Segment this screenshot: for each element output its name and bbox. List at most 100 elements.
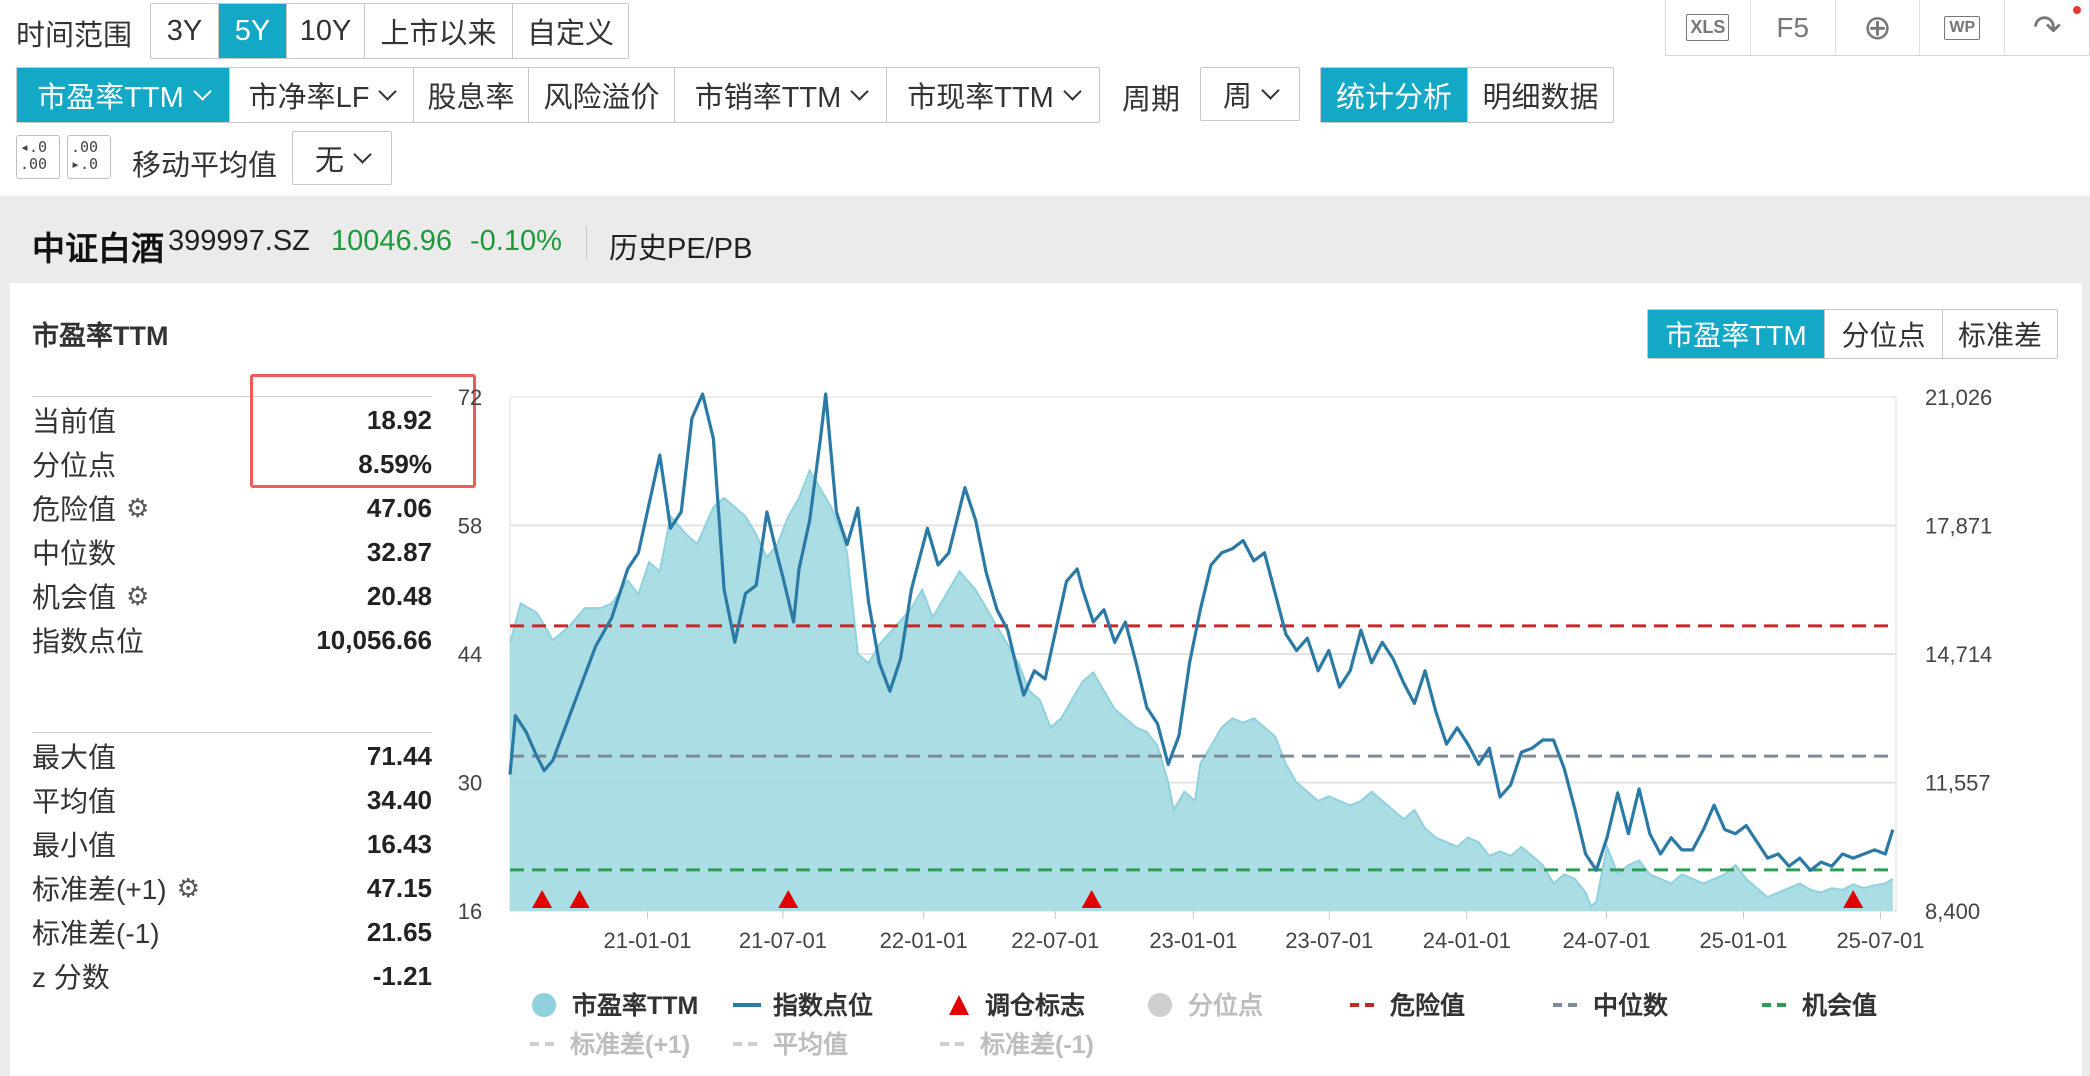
- chart-tab-percentile[interactable]: 分位点: [1825, 310, 1943, 358]
- legend-swatch-pe: [532, 993, 556, 1017]
- stat-row: 平均值 34.40: [32, 780, 432, 820]
- share-icon[interactable]: ↷: [2005, 0, 2089, 55]
- stat-label-text: 最大值: [32, 742, 117, 773]
- history-pe-pb-link[interactable]: 历史PE/PB: [609, 233, 753, 265]
- stat-value: 16.43: [366, 828, 432, 859]
- stat-row: z 分数 -1.21: [32, 956, 432, 996]
- metric-tab-pe-ttm[interactable]: 市盈率TTM: [17, 68, 230, 122]
- panel-title: 市盈率TTM: [32, 321, 169, 351]
- divider: [32, 732, 432, 733]
- left-tick-label: 30: [458, 771, 482, 796]
- x-tick-label: 21-07-01: [739, 928, 827, 953]
- refresh-f5-button[interactable]: F5: [1751, 0, 1836, 55]
- stat-label-text: 标准差(-1): [32, 918, 160, 949]
- rebalance-marker: [1081, 890, 1102, 908]
- tab-statistics[interactable]: 统计分析: [1321, 68, 1468, 122]
- time-range-5y[interactable]: 5Y: [219, 4, 287, 58]
- stat-label-text: 机会值: [32, 582, 117, 613]
- rebalance-marker: [532, 890, 553, 908]
- gear-icon[interactable]: ⚙: [126, 492, 150, 523]
- stat-label: 标准差(+1) ⚙: [32, 868, 200, 908]
- index-name: 中证白酒: [32, 230, 164, 267]
- chart-tabs: 市盈率TTM 分位点 标准差: [1647, 309, 2058, 359]
- moving-average-label: 移动平均值: [132, 150, 278, 182]
- stat-label-text: 当前值: [32, 406, 117, 437]
- rebalance-marker: [778, 890, 799, 908]
- x-tick-label: 24-01-01: [1423, 928, 1511, 953]
- gear-icon[interactable]: ⚙: [176, 872, 200, 903]
- stat-value: 21.65: [366, 916, 432, 947]
- tab-detail-data[interactable]: 明细数据: [1482, 82, 1599, 114]
- left-tick-label: 72: [458, 385, 482, 410]
- stat-row: 标准差(+1) ⚙ 47.15: [32, 868, 432, 908]
- stat-label-text: 危险值: [32, 494, 117, 525]
- stat-label: 分位点: [32, 444, 116, 484]
- chart-tab-pe-ttm[interactable]: 市盈率TTM: [1648, 310, 1825, 358]
- rebalance-marker: [1843, 890, 1864, 908]
- export-wp-icon[interactable]: WP: [1920, 0, 2006, 55]
- highlight-box: [250, 374, 476, 488]
- right-tick-label: 17,871: [1925, 514, 1992, 539]
- gear-icon[interactable]: ⚙: [126, 580, 150, 611]
- stat-row: 当前值 18.92: [32, 400, 432, 440]
- stat-label-text: 标准差(+1): [32, 874, 167, 905]
- stat-label: 平均值: [32, 780, 116, 820]
- stat-row: 最小值 16.43: [32, 824, 432, 864]
- metric-tab-pcf-ttm[interactable]: 市现率TTM: [887, 68, 1099, 122]
- stat-label-text: 最小值: [32, 830, 117, 861]
- stat-row: 危险值 ⚙ 47.06: [32, 488, 432, 528]
- chart-tab-stddev[interactable]: 标准差: [1957, 320, 2042, 351]
- metric-tab-ps-ttm[interactable]: 市销率TTM: [675, 68, 887, 122]
- stat-label-text: z 分数: [32, 962, 110, 993]
- export-xls-icon[interactable]: XLS: [1666, 0, 1751, 55]
- index-line: [508, 392, 1895, 872]
- legend-label-sd_minus: 标准差(-1): [980, 1030, 1094, 1059]
- legend-label-danger: 危险值: [1390, 991, 1465, 1020]
- time-range-since-listing[interactable]: 上市以来: [365, 4, 513, 58]
- stat-value: 71.44: [366, 740, 432, 771]
- moving-average-select[interactable]: 无: [292, 131, 392, 185]
- time-range-3y[interactable]: 3Y: [151, 4, 219, 58]
- stat-row: 中位数 32.87: [32, 532, 432, 572]
- rebalance-marker: [569, 890, 590, 908]
- right-tick-label: 21,026: [1925, 385, 1992, 410]
- time-range-custom[interactable]: 自定义: [527, 18, 615, 50]
- stat-label: z 分数: [32, 956, 110, 996]
- stat-label: 机会值 ⚙: [32, 576, 149, 616]
- legend-label-chance: 机会值: [1802, 992, 1877, 1020]
- index-price: 10046.96: [331, 225, 452, 257]
- view-tabs: 统计分析 明细数据: [1320, 67, 1614, 123]
- stat-label: 当前值: [32, 400, 116, 440]
- stat-label: 指数点位: [32, 620, 144, 660]
- stat-value: -1.21: [372, 960, 432, 991]
- divider: [32, 396, 432, 397]
- stat-value: 18.92: [366, 404, 432, 435]
- stat-value: 32.87: [366, 536, 432, 567]
- stat-label-text: 指数点位: [32, 626, 145, 657]
- legend-swatch-rebalance: [949, 995, 969, 1015]
- right-tick-label: 8,400: [1925, 899, 1980, 924]
- metric-tab-pb-lf[interactable]: 市净率LF: [230, 68, 414, 122]
- stat-row: 最大值 71.44: [32, 736, 432, 776]
- legend-label-sd_plus: 标准差(+1): [570, 1030, 690, 1059]
- metric-tab-risk-premium[interactable]: 风险溢价: [529, 68, 675, 122]
- left-tick-label: 58: [458, 514, 482, 539]
- time-range-10y[interactable]: 10Y: [287, 4, 365, 58]
- toolbar: XLS F5 ⊕ WP ↷: [1665, 0, 2090, 56]
- stat-row: 分位点 8.59%: [32, 444, 432, 484]
- add-circle-icon[interactable]: ⊕: [1836, 0, 1921, 55]
- stat-value: 34.40: [366, 784, 432, 815]
- stat-value: 47.15: [366, 872, 432, 903]
- increase-decimal-button[interactable]: .00 ▸.0: [67, 135, 111, 179]
- metric-tabs: 市盈率TTM 市净率LF 股息率 风险溢价 市销率TTM 市现率TTM: [16, 67, 1100, 123]
- legend-label-rebalance: 调仓标志: [985, 991, 1085, 1020]
- metric-tab-dividend-yield[interactable]: 股息率: [414, 68, 529, 122]
- x-tick-label: 25-07-01: [1836, 928, 1924, 953]
- period-select[interactable]: 周: [1200, 67, 1300, 121]
- stat-value: 20.48: [366, 580, 432, 611]
- legend-label-mean: 平均值: [773, 1031, 848, 1059]
- decrease-decimal-button[interactable]: ◂.0.00: [16, 135, 60, 179]
- notification-dot: [2072, 6, 2081, 14]
- legend-label-pct: 分位点: [1188, 991, 1263, 1020]
- stat-label-text: 分位点: [32, 450, 117, 481]
